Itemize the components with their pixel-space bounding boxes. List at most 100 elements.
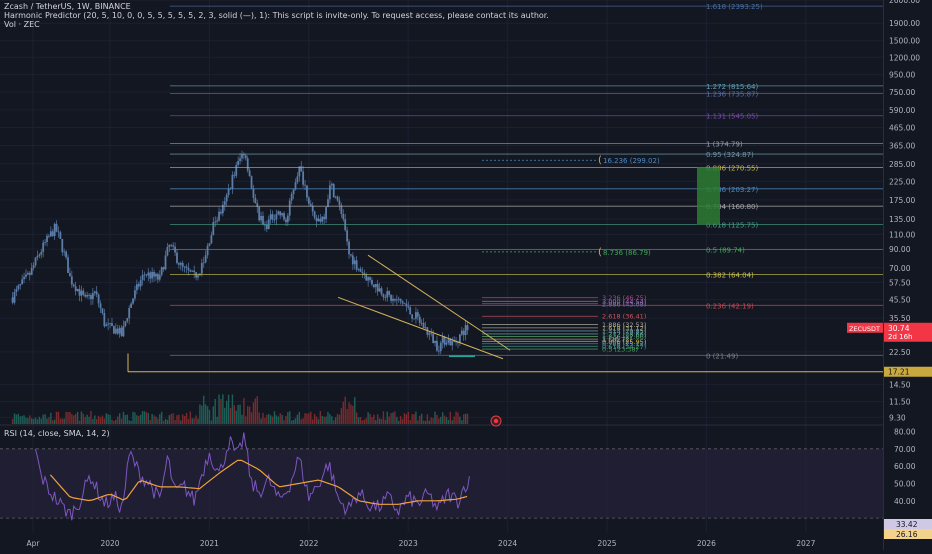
volume-bar bbox=[191, 418, 193, 424]
rsi-band bbox=[0, 448, 883, 519]
candle-body bbox=[445, 342, 448, 345]
volume-bar bbox=[407, 411, 409, 424]
candle-body bbox=[248, 170, 251, 177]
candle-body bbox=[231, 174, 234, 189]
candle-body bbox=[206, 245, 209, 256]
candle-body bbox=[46, 235, 48, 243]
price-axis-tick: 2600.00 bbox=[889, 0, 920, 5]
volume-bar bbox=[17, 413, 20, 424]
indicator-legend: Harmonic Predictor (20, 5, 10, 0, 0, 5, … bbox=[4, 11, 549, 20]
candle-body bbox=[241, 154, 243, 159]
volume-bar bbox=[403, 413, 406, 424]
candle-body bbox=[90, 294, 92, 300]
candle-body bbox=[11, 297, 14, 303]
candle-body bbox=[367, 277, 370, 281]
volume-bar bbox=[101, 415, 104, 424]
candle-body bbox=[116, 328, 119, 334]
candle-body bbox=[350, 254, 352, 256]
volume-bar bbox=[195, 415, 197, 424]
symbol-badge-label: ZECUSDT bbox=[849, 325, 880, 333]
price-axis-tick: 750.00 bbox=[889, 88, 915, 97]
volume-bar bbox=[67, 411, 69, 424]
candle-body bbox=[195, 272, 197, 278]
volume-bar bbox=[118, 413, 121, 424]
volume-bar bbox=[445, 417, 448, 424]
volume-bar bbox=[344, 396, 346, 424]
candle-body bbox=[105, 324, 108, 327]
volume-bar bbox=[126, 414, 128, 424]
volume-bar bbox=[262, 412, 264, 424]
volume-bar bbox=[120, 418, 123, 424]
volume-bar bbox=[365, 418, 367, 424]
volume-bar bbox=[210, 420, 213, 424]
volume-bar bbox=[97, 415, 100, 424]
volume-bar bbox=[160, 411, 163, 424]
candle-body bbox=[233, 174, 236, 176]
projection-label: 0.786 (25.12) bbox=[602, 340, 646, 348]
candle-body bbox=[441, 337, 444, 343]
candle-body bbox=[34, 257, 37, 266]
volume-bar bbox=[409, 420, 411, 424]
harmonic-bracket: ( bbox=[598, 155, 602, 166]
volume-bar bbox=[136, 415, 138, 424]
harmonic-marker-label: 16.236 (299.02) bbox=[603, 157, 660, 165]
volume-bar bbox=[52, 420, 54, 424]
volume-bar bbox=[59, 418, 62, 424]
candle-body bbox=[30, 267, 33, 275]
candle-body bbox=[135, 284, 138, 291]
candle-body bbox=[55, 223, 58, 232]
candle-body bbox=[252, 188, 255, 198]
volume-bar bbox=[245, 416, 247, 424]
volume-bar bbox=[145, 412, 148, 424]
candle-body bbox=[283, 213, 285, 220]
candle-body bbox=[258, 206, 261, 221]
candle-body bbox=[216, 220, 219, 222]
volume-bar bbox=[281, 414, 283, 424]
volume-bar bbox=[453, 416, 455, 424]
volume-bar bbox=[338, 414, 341, 424]
candle-body bbox=[348, 241, 350, 255]
candle-body bbox=[415, 312, 417, 319]
volume-bar bbox=[336, 413, 339, 424]
volume-bar bbox=[124, 414, 127, 424]
price-axis-tick: 1500.00 bbox=[889, 37, 920, 46]
candle-body bbox=[183, 266, 186, 268]
volume-bar bbox=[346, 409, 348, 424]
volume-bar bbox=[359, 417, 362, 424]
volume-bar bbox=[250, 412, 253, 424]
volume-bar bbox=[329, 414, 331, 424]
volume-bar bbox=[15, 414, 18, 424]
candle-body bbox=[428, 333, 431, 335]
volume-bar bbox=[254, 398, 257, 424]
candle-body bbox=[418, 316, 421, 323]
candle-body bbox=[298, 166, 301, 177]
volume-bar bbox=[139, 414, 142, 424]
candle-body bbox=[411, 314, 413, 319]
volume-bar bbox=[222, 394, 224, 424]
volume-bar bbox=[218, 394, 220, 424]
volume-bar bbox=[23, 415, 25, 424]
candle-body bbox=[193, 270, 196, 273]
volume-bar bbox=[151, 413, 153, 424]
candle-body bbox=[88, 294, 90, 296]
candle-body bbox=[372, 284, 375, 288]
volume-bar bbox=[208, 409, 211, 424]
volume-bar bbox=[415, 411, 417, 424]
volume-bar bbox=[441, 412, 444, 424]
candle-body bbox=[128, 307, 131, 319]
candle-body bbox=[292, 189, 295, 195]
candle-body bbox=[25, 274, 27, 277]
volume-bar bbox=[440, 416, 442, 424]
candle-body bbox=[61, 238, 64, 253]
candle-body bbox=[436, 340, 438, 351]
fib-level-label: 0.5 (89.74) bbox=[706, 246, 745, 254]
volume-legend: Vol · ZEC bbox=[4, 20, 40, 29]
candle-body bbox=[395, 299, 398, 301]
candle-body bbox=[273, 219, 276, 221]
candle-body bbox=[422, 322, 425, 329]
volume-bar bbox=[61, 418, 63, 424]
candle-body bbox=[330, 183, 333, 186]
candle-body bbox=[329, 185, 331, 200]
